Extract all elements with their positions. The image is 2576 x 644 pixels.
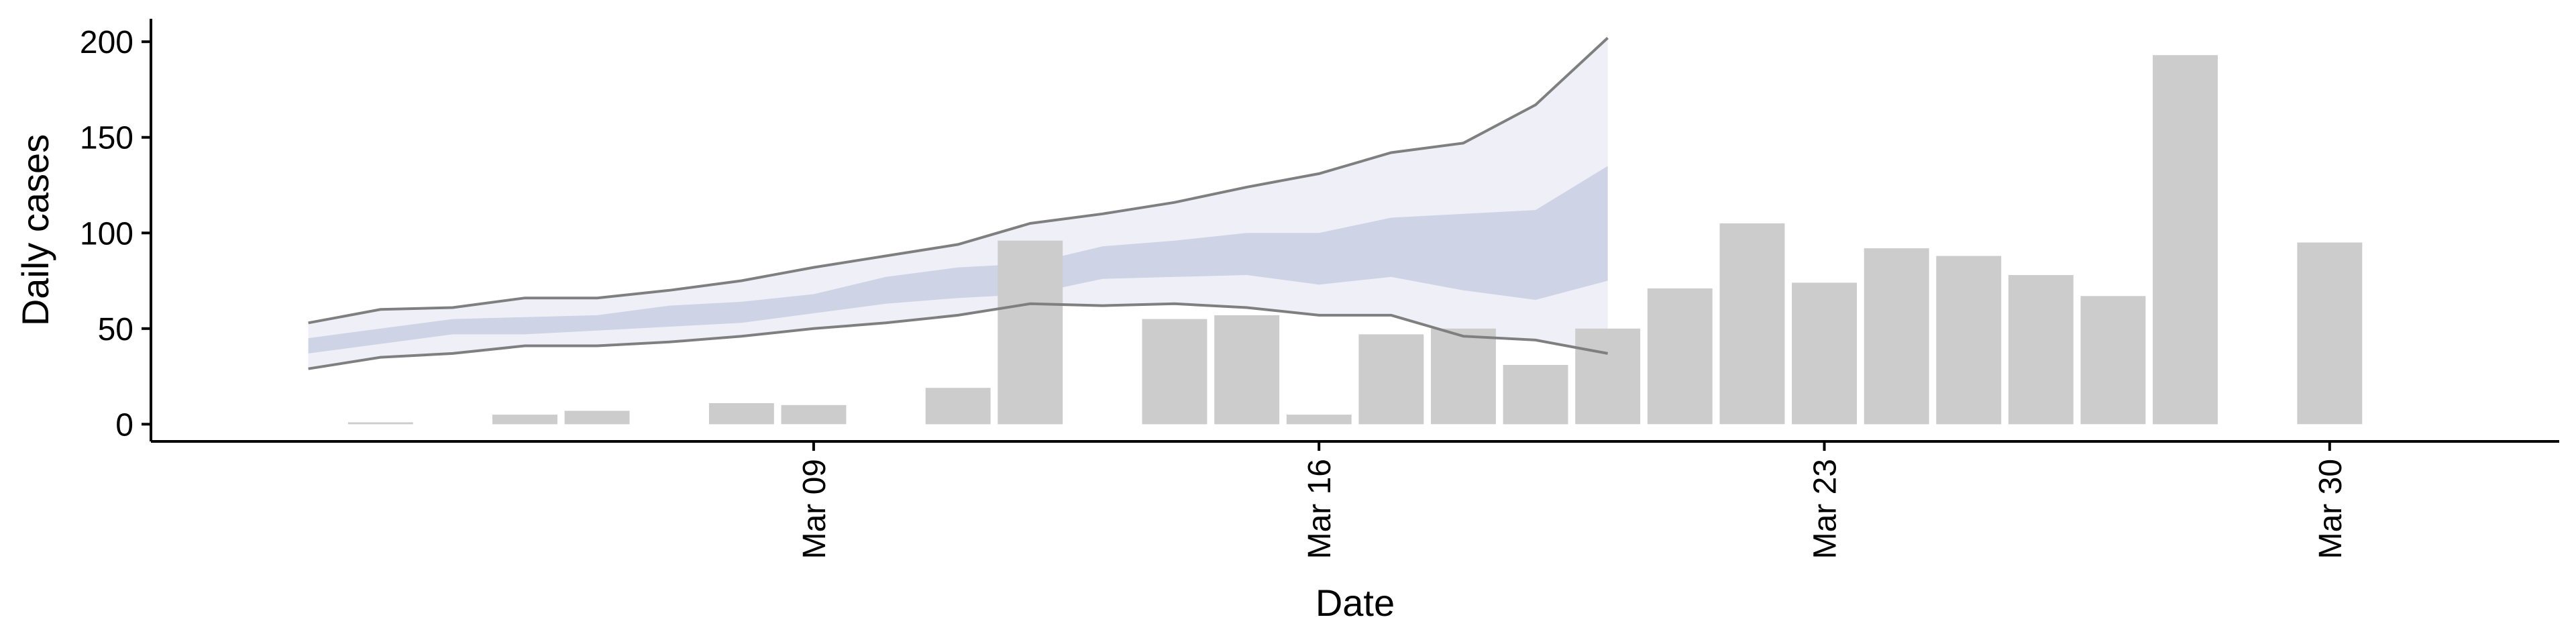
bar	[2008, 275, 2074, 425]
bar	[2080, 296, 2146, 425]
bar	[1792, 282, 1857, 425]
y-tick-label: 200	[80, 25, 133, 60]
y-tick-label: 50	[98, 312, 133, 347]
bar	[1431, 328, 1496, 425]
x-tick-label: Mar 30	[2313, 459, 2349, 559]
x-tick-label: Mar 23	[1807, 459, 1843, 559]
inner-interval-band	[308, 166, 1608, 354]
bar	[1286, 415, 1352, 425]
x-tick-label: Mar 09	[797, 459, 833, 559]
case-bars	[347, 55, 2363, 425]
bar	[347, 422, 413, 425]
outer-interval-band	[308, 38, 1608, 369]
projection-bands	[308, 38, 1608, 369]
bar	[564, 411, 630, 425]
axes: 0 50 100 150 200 Mar 09 Mar 16 Mar 23 Mar 30	[80, 19, 2559, 559]
bar	[1719, 223, 1785, 425]
bar	[1936, 256, 2002, 425]
lower-bound-line	[308, 302, 1608, 370]
y-tick-label: 100	[80, 216, 133, 252]
y-axis-title: Daily cases	[14, 134, 56, 326]
bar	[2153, 55, 2218, 425]
bar	[1214, 315, 1280, 425]
bar	[998, 240, 1063, 425]
bar	[708, 403, 774, 425]
upper-bound-line	[308, 37, 1609, 325]
bar	[492, 415, 557, 425]
bar	[1358, 334, 1424, 425]
bar	[1575, 328, 1641, 425]
bar	[1142, 319, 1208, 425]
x-axis-title: Date	[1316, 582, 1395, 624]
bar	[1864, 248, 1929, 425]
bar	[1647, 288, 1713, 425]
bar	[2297, 242, 2363, 425]
bar	[781, 405, 847, 425]
bar	[1503, 365, 1568, 425]
projection-bound-lines	[308, 37, 1609, 370]
bar	[925, 388, 991, 425]
x-tick-label: Mar 16	[1302, 459, 1338, 559]
y-tick-label: 150	[80, 121, 133, 156]
y-tick-label: 0	[115, 407, 133, 443]
